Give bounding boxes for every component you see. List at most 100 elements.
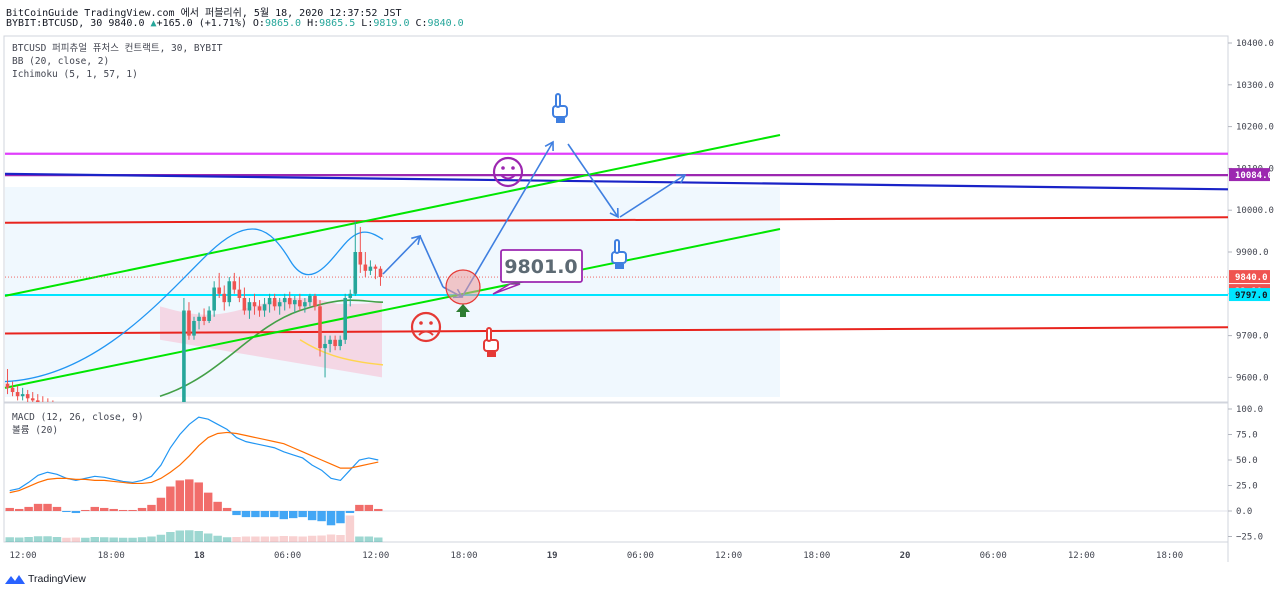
time-tick-label: 06:00 <box>980 551 1007 561</box>
price-tick-label: 10200.0 <box>1236 123 1274 133</box>
macd-histogram-bar <box>194 482 203 511</box>
projection-arrow <box>419 235 444 288</box>
pointing-hand-icon-top-finger <box>555 93 561 108</box>
candle-body <box>237 289 242 298</box>
ichimoku-lagging <box>299 339 384 366</box>
candle-body <box>30 398 35 401</box>
volume-bar <box>109 537 118 542</box>
pointing-hand-icon-top <box>552 105 568 118</box>
macd-tick-label: 0.0 <box>1236 507 1252 517</box>
chart-canvas[interactable]: 10400.010300.010200.010100.010000.09900.… <box>0 32 1280 567</box>
low-value: 9819.0 <box>373 18 410 29</box>
macd-tick-label: 50.0 <box>1236 456 1258 466</box>
level-line <box>4 326 1228 335</box>
pointing-hand-icon-red-cuff <box>487 352 496 357</box>
macd-histogram-bar <box>62 511 71 513</box>
macd-histogram-bar <box>185 479 194 511</box>
tradingview-icon <box>5 575 25 584</box>
arrowhead-icon <box>675 174 687 184</box>
macd-histogram-bar <box>298 511 307 518</box>
price-badge-label: 10084.0 <box>1235 171 1273 181</box>
candle-body <box>308 295 312 303</box>
candle-body <box>207 310 211 321</box>
volume-bar <box>270 536 279 542</box>
up-arrow-icon <box>456 304 470 317</box>
happy-face-icon <box>492 156 524 188</box>
price-badge <box>1229 288 1270 302</box>
candle-body <box>257 306 262 311</box>
pointing-hand-icon-mid-finger <box>614 239 620 254</box>
time-tick-label: 19 <box>547 551 558 561</box>
volume-bar <box>307 535 317 542</box>
arrowhead-icon <box>609 207 619 219</box>
time-tick-label: 12:00 <box>1068 551 1095 561</box>
macd-pane[interactable] <box>3 402 1229 543</box>
macd-histogram-bar <box>326 511 336 526</box>
candle-body <box>197 316 201 321</box>
last-price: 9840.0 <box>108 18 145 29</box>
candle-body <box>323 343 327 349</box>
price-tick-label: 10300.0 <box>1236 81 1274 91</box>
time-tick-label: 18:00 <box>1156 551 1183 561</box>
volume-bar <box>43 536 52 542</box>
candle-body <box>303 302 307 307</box>
sad-face-icon-mouth <box>418 330 434 336</box>
price-change: +165.0 (+1.71%) <box>156 18 247 29</box>
volume-bar <box>52 537 62 542</box>
annotation-pointer <box>492 283 521 295</box>
macd-histogram-bar <box>364 504 374 511</box>
time-tick-label: 12:00 <box>362 551 389 561</box>
macd-histogram-bar <box>307 511 317 521</box>
volume-bar <box>33 536 43 542</box>
candle-body <box>373 266 378 269</box>
candle-body <box>343 297 347 340</box>
pointing-hand-icon-mid-cuff <box>615 264 624 269</box>
volume-bar <box>175 530 185 542</box>
legend-volume: 볼륨 (20) <box>12 425 58 436</box>
macd-histogram-bar <box>317 511 326 522</box>
volume-bar <box>71 537 81 542</box>
time-tick-label: 18:00 <box>98 551 125 561</box>
price-annotation[interactable]: 9801.0 <box>492 249 583 295</box>
tradingview-logo[interactable]: TradingView <box>5 573 86 585</box>
candle-body <box>10 387 15 393</box>
price-badge <box>1229 270 1270 284</box>
candle-body <box>15 392 20 397</box>
signal-line <box>9 431 379 494</box>
macd-histogram-bar <box>345 511 355 514</box>
volume-bar <box>147 536 156 542</box>
volume-bar <box>90 537 99 542</box>
candle-body <box>187 310 191 336</box>
ichimoku-base <box>159 299 384 397</box>
volume-bar <box>194 531 203 542</box>
candle-body <box>313 295 317 307</box>
volume-bar <box>62 537 71 542</box>
macd-histogram-bar <box>166 486 175 511</box>
sad-face-icon-eye <box>429 321 433 325</box>
volume-bar <box>128 537 137 542</box>
time-tick-label: 18 <box>194 551 205 561</box>
candle-body <box>378 268 383 278</box>
high-label: H: <box>307 18 320 29</box>
macd-tick-label: −25.0 <box>1236 533 1263 543</box>
macd-histogram-bar <box>213 501 222 511</box>
volume-bar <box>118 537 128 542</box>
publish-header: BitCoinGuide TradingView.com 에서 퍼블리쉬, 5월… <box>6 8 402 19</box>
candle-body <box>212 287 216 311</box>
candle-body <box>272 297 277 307</box>
macd-histogram-bar <box>279 511 288 520</box>
volume-bar <box>185 530 194 542</box>
macd-histogram-bar <box>43 503 52 511</box>
candle-body <box>348 293 353 298</box>
channel-line <box>4 228 781 389</box>
macd-histogram-bar <box>260 511 270 518</box>
volume-bar <box>137 537 147 542</box>
legend-main: BTCUSD 퍼피츄얼 퓨처스 컨트랙트, 30, BYBIT <box>12 42 223 54</box>
macd-histogram-bar <box>175 480 185 511</box>
time-tick-label: 12:00 <box>9 551 36 561</box>
macd-histogram-bar <box>270 511 279 518</box>
time-tick-label: 06:00 <box>627 551 654 561</box>
macd-tick-label: 75.0 <box>1236 431 1258 441</box>
candle-body <box>5 383 10 388</box>
projection-arrow <box>382 235 421 275</box>
